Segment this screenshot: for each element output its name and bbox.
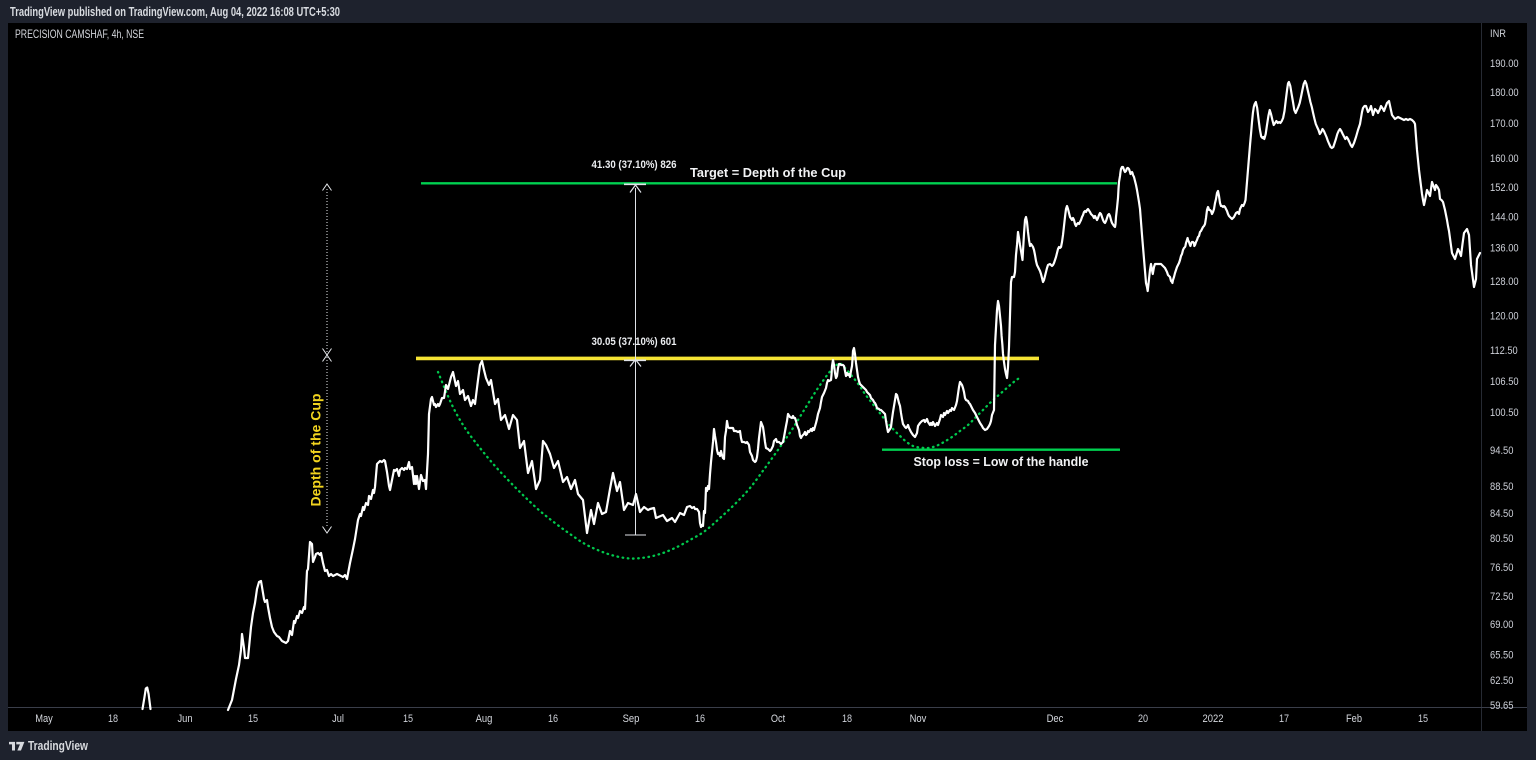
svg-text:84.50: 84.50	[1490, 508, 1514, 520]
svg-text:INR: INR	[1490, 28, 1506, 40]
svg-text:136.00: 136.00	[1490, 243, 1519, 255]
svg-text:72.50: 72.50	[1490, 591, 1514, 603]
svg-text:PRECISION CAMSHAF, 4h, NSE: PRECISION CAMSHAF, 4h, NSE	[15, 27, 144, 41]
svg-text:18: 18	[108, 713, 118, 725]
svg-text:180.00: 180.00	[1490, 87, 1519, 99]
svg-text:65.50: 65.50	[1490, 650, 1514, 662]
svg-text:Dec: Dec	[1047, 713, 1064, 725]
svg-text:112.50: 112.50	[1490, 345, 1518, 357]
svg-text:TradingView: TradingView	[28, 739, 88, 753]
svg-text:59.65: 59.65	[1490, 700, 1514, 712]
svg-text:170.00: 170.00	[1490, 118, 1519, 130]
svg-text:16: 16	[695, 713, 705, 725]
svg-text:94.50: 94.50	[1490, 445, 1514, 457]
svg-text:Jul: Jul	[332, 713, 344, 725]
svg-text:17: 17	[1279, 713, 1289, 725]
svg-text:Depth of the Cup: Depth of the Cup	[308, 394, 324, 507]
svg-text:100.50: 100.50	[1490, 407, 1519, 419]
svg-text:106.50: 106.50	[1490, 376, 1519, 388]
svg-text:144.00: 144.00	[1490, 212, 1519, 224]
svg-text:Stop loss = Low of the handle: Stop loss = Low of the handle	[914, 454, 1089, 469]
svg-text:Target = Depth of the Cup: Target = Depth of the Cup	[690, 165, 846, 180]
svg-text:120.00: 120.00	[1490, 311, 1519, 323]
svg-text:20: 20	[1138, 713, 1148, 725]
svg-text:16: 16	[548, 713, 558, 725]
svg-text:80.50: 80.50	[1490, 533, 1514, 545]
svg-text:30.05 (37.10%) 601: 30.05 (37.10%) 601	[592, 336, 677, 348]
svg-text:128.00: 128.00	[1490, 276, 1519, 288]
svg-text:152.00: 152.00	[1490, 182, 1519, 194]
svg-text:TradingView published on Tradi: TradingView published on TradingView.com…	[10, 4, 340, 19]
svg-text:15: 15	[403, 713, 413, 725]
svg-text:Oct: Oct	[771, 713, 785, 725]
svg-text:Sep: Sep	[623, 713, 640, 725]
svg-text:160.00: 160.00	[1490, 153, 1519, 165]
svg-text:62.50: 62.50	[1490, 675, 1514, 687]
svg-text:15: 15	[248, 713, 258, 725]
svg-text:15: 15	[1418, 713, 1428, 725]
svg-text:Aug: Aug	[476, 713, 493, 725]
svg-text:88.50: 88.50	[1490, 481, 1514, 493]
svg-text:76.50: 76.50	[1490, 562, 1514, 574]
svg-text:190.00: 190.00	[1490, 58, 1519, 70]
svg-text:May: May	[35, 713, 53, 725]
svg-text:Nov: Nov	[910, 713, 927, 725]
svg-text:Jun: Jun	[177, 713, 192, 725]
svg-text:41.30 (37.10%) 826: 41.30 (37.10%) 826	[592, 159, 677, 171]
svg-text:18: 18	[842, 713, 852, 725]
svg-text:Feb: Feb	[1346, 713, 1362, 725]
svg-text:2022: 2022	[1203, 713, 1224, 725]
svg-text:69.00: 69.00	[1490, 619, 1514, 631]
